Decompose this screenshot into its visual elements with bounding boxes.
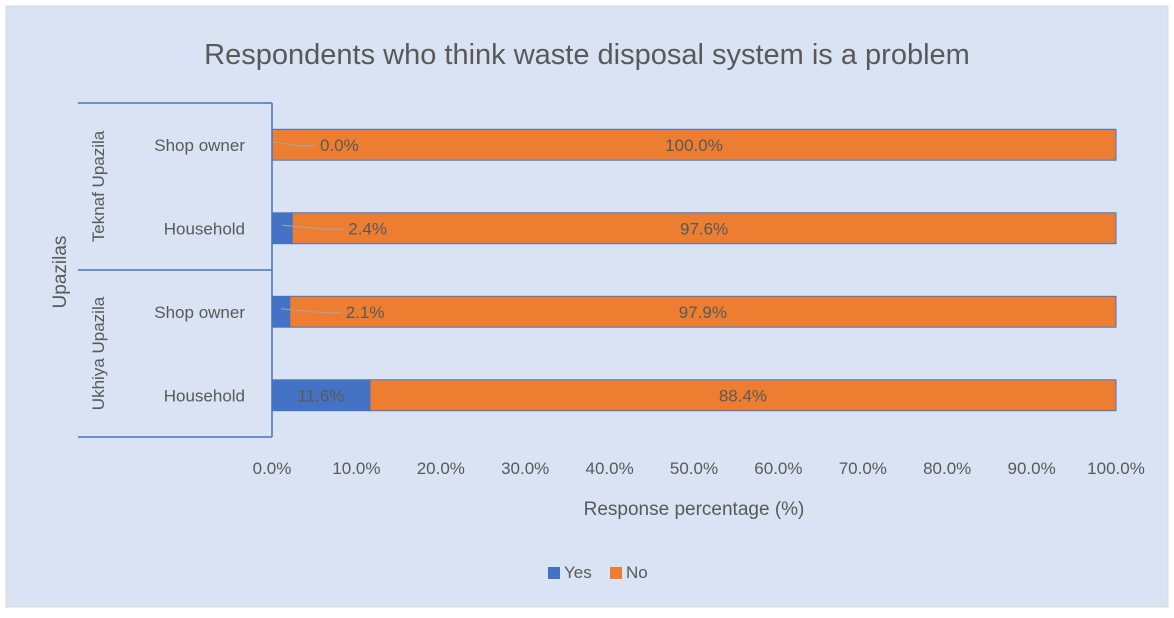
category-label-3: Household bbox=[164, 386, 245, 405]
category-label-2: Shop owner bbox=[154, 303, 245, 322]
legend-swatch-yes bbox=[548, 567, 560, 579]
x-tick-label-8: 80.0% bbox=[923, 459, 971, 478]
x-tick-label-10: 100.0% bbox=[1087, 459, 1145, 478]
legend: Yes No bbox=[548, 563, 648, 582]
leader-line-yes-1 bbox=[282, 224, 345, 230]
bar-no-1 bbox=[291, 212, 1117, 245]
plot-area: 0.0% 100.0% 2.4% 97.6% 2.1% 97.9% 11.6% 88.4% bbox=[271, 128, 1117, 412]
bar-no-2 bbox=[289, 295, 1117, 328]
chart-title: Respondents who think waste disposal sys… bbox=[204, 39, 970, 71]
x-tick-label-7: 70.0% bbox=[839, 459, 887, 478]
legend-label-yes: Yes bbox=[564, 563, 592, 582]
x-tick-label-0: 0.0% bbox=[253, 459, 292, 478]
legend-label-no: No bbox=[626, 563, 648, 582]
legend-swatch-no bbox=[610, 567, 622, 579]
x-tick-label-1: 10.0% bbox=[332, 459, 380, 478]
leader-line-yes-0 bbox=[271, 141, 316, 147]
x-tick-label-2: 20.0% bbox=[417, 459, 465, 478]
data-label-yes-2: 2.1% bbox=[346, 303, 385, 322]
x-axis-title: Response percentage (%) bbox=[584, 499, 805, 520]
data-label-yes-3: 11.6% bbox=[297, 386, 344, 405]
x-tick-label-9: 90.0% bbox=[1007, 459, 1055, 478]
data-label-no-3: 88.4% bbox=[719, 386, 767, 405]
x-tick-label-5: 50.0% bbox=[670, 459, 718, 478]
data-label-no-0: 100.0% bbox=[665, 136, 723, 155]
category-label-1: Household bbox=[164, 219, 245, 238]
axes: Shop owner Household Teknaf Upazila Shop ow… bbox=[78, 102, 1145, 478]
bar-yes-1 bbox=[271, 212, 293, 245]
data-label-no-2: 97.9% bbox=[679, 303, 727, 322]
group-label-1: Ukhiya Upazila bbox=[89, 296, 108, 410]
group-label-0: Teknaf Upazila bbox=[89, 130, 108, 242]
y-axis-title: Upazilas bbox=[50, 236, 71, 309]
data-label-yes-0: 0.0% bbox=[320, 136, 359, 155]
bar-yes-3 bbox=[271, 379, 371, 412]
data-label-yes-1: 2.4% bbox=[348, 219, 387, 238]
x-tick-label-6: 60.0% bbox=[754, 459, 802, 478]
data-label-no-1: 97.6% bbox=[680, 219, 728, 238]
x-tick-label-4: 40.0% bbox=[585, 459, 633, 478]
category-label-0: Shop owner bbox=[154, 136, 245, 155]
bar-no-0 bbox=[271, 128, 1117, 161]
x-tick-label-3: 30.0% bbox=[501, 459, 549, 478]
leader-line-yes-2 bbox=[280, 308, 342, 314]
bar-yes-2 bbox=[271, 295, 291, 328]
bar-no-3 bbox=[369, 379, 1117, 412]
